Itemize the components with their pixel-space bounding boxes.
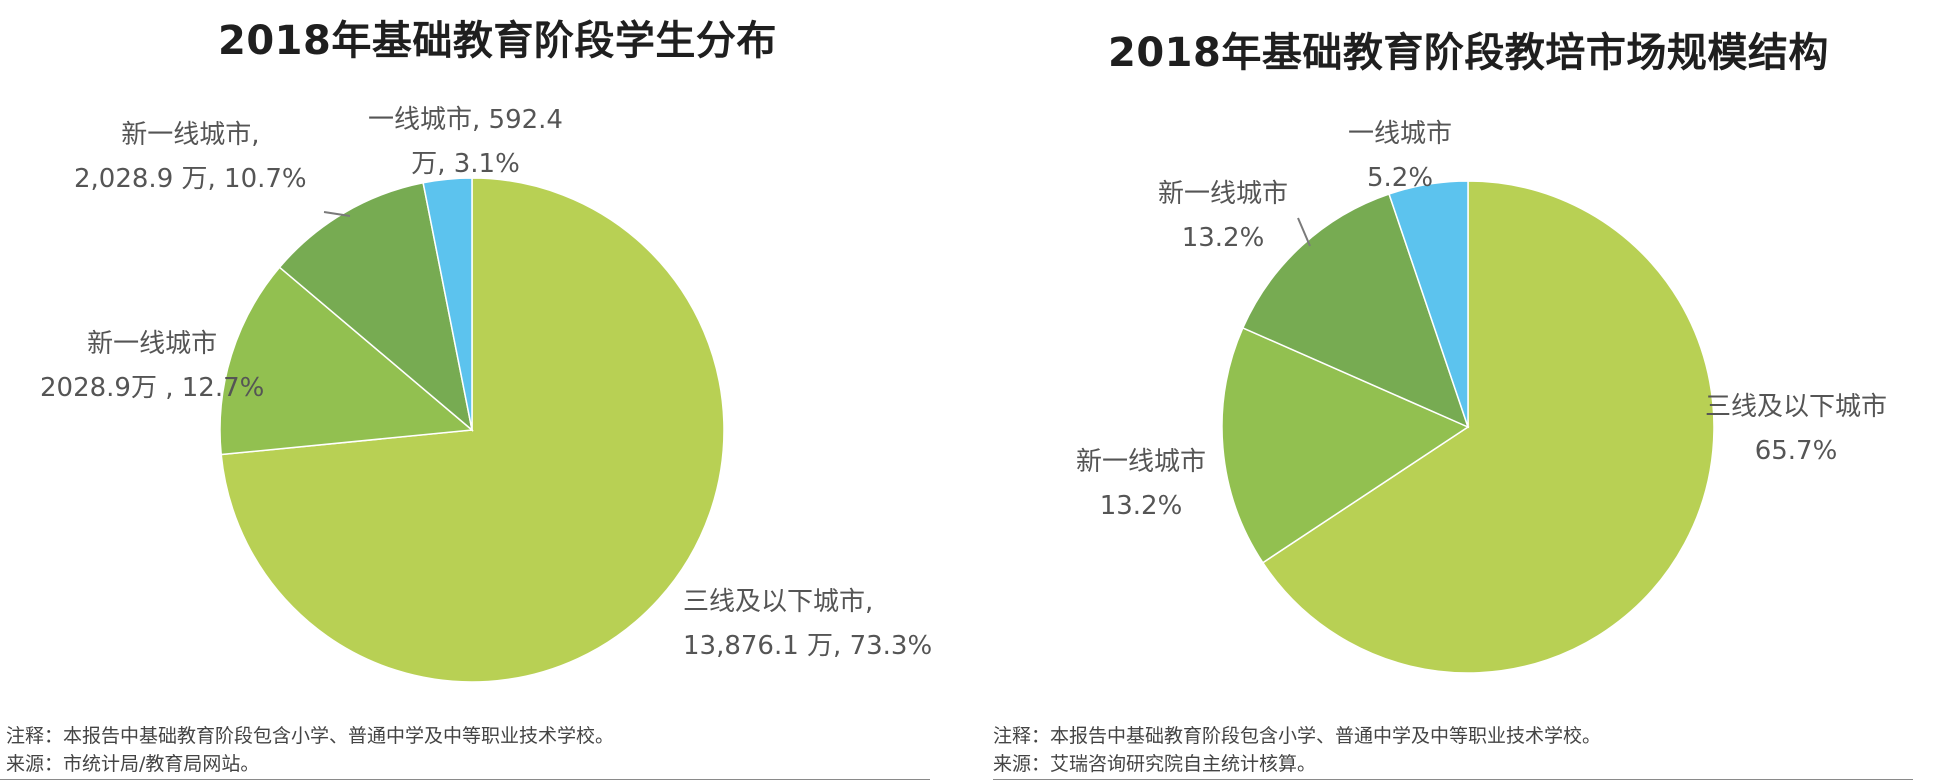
slice-label-third-tier: 三线及以下城市 65.7% bbox=[1705, 392, 1888, 466]
slice-new-first-tier-b bbox=[1241, 193, 1470, 429]
left-pie bbox=[219, 177, 725, 683]
slice-first-tier bbox=[1388, 180, 1469, 428]
left-chart-title: 2018年基础教育阶段学生分布 bbox=[218, 18, 777, 64]
slice-label-new-first-tier-a: 新一线城市 2028.9万 , 12.7% bbox=[40, 329, 265, 403]
right-pie bbox=[1221, 180, 1715, 674]
leader-line bbox=[1297, 217, 1311, 247]
right-note: 注释：本报告中基础教育阶段包含小学、普通中学及中等职业技术学校。 来源：艾瑞咨询… bbox=[993, 725, 1602, 775]
slice-new-first-tier-b bbox=[278, 181, 474, 432]
slice-first-tier bbox=[422, 177, 473, 431]
left-note: 注释：本报告中基础教育阶段包含小学、普通中学及中等职业技术学校。 来源：市统计局… bbox=[6, 725, 615, 775]
slice-label-new-first-tier-b: 新一线城市 13.2% bbox=[1158, 179, 1289, 253]
slice-label-new-first-tier-b: 新一线城市, 2,028.9 万, 10.7% bbox=[74, 120, 307, 194]
slice-third-tier bbox=[1261, 180, 1715, 674]
right-divider bbox=[993, 779, 1913, 780]
right-chart-title: 2018年基础教育阶段教培市场规模结构 bbox=[1108, 30, 1829, 76]
leader-line bbox=[323, 211, 351, 217]
slice-new-first-tier-a bbox=[219, 266, 474, 456]
slice-label-first-tier: 一线城市, 592.4 万, 3.1% bbox=[368, 105, 563, 179]
slice-label-new-first-tier-a: 新一线城市 13.2% bbox=[1076, 447, 1207, 521]
slice-label-first-tier: 一线城市 5.2% bbox=[1348, 119, 1453, 193]
left-divider bbox=[0, 779, 930, 780]
slice-label-third-tier: 三线及以下城市, 13,876.1 万, 73.3% bbox=[683, 587, 933, 661]
slice-new-first-tier-a bbox=[1221, 326, 1470, 564]
